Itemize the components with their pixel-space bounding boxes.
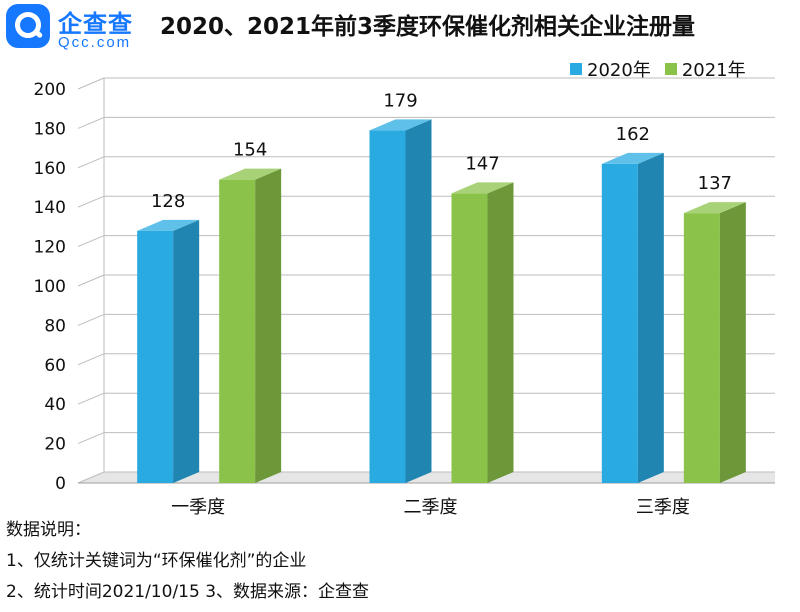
- data-label: 162: [616, 124, 650, 145]
- bar-side: [405, 119, 432, 484]
- legend-swatch-2021: [664, 63, 677, 75]
- y-tick-label: 160: [34, 159, 66, 179]
- logo-english-text: Qcc.com: [58, 34, 132, 51]
- logo-q-ring: [15, 12, 41, 38]
- bar-top: [369, 119, 432, 131]
- legend-swatch-2020: [570, 63, 582, 75]
- logo-chinese-text: 企查查: [58, 10, 133, 38]
- data-notes: 数据说明： 1、仅统计关键词为“环保催化剂”的企业 2、统计时间2021/10/…: [6, 515, 796, 608]
- y-tick-label: 180: [34, 119, 66, 139]
- bar-side: [487, 182, 514, 483]
- axis-layer: 0 20 40 60 80 100 120 140 160 180 200 一季度 二季度 三季度: [34, 80, 690, 518]
- bar-front: [683, 213, 720, 484]
- gridline-diagonal: [77, 353, 105, 366]
- data-label: 147: [465, 153, 499, 174]
- legend-label-2021: 2021年: [681, 60, 746, 81]
- bar-front: [451, 193, 488, 483]
- bar-2021年-三季度: [683, 202, 746, 484]
- labels-layer: 128 154 179 147 162 137: [151, 90, 732, 211]
- bar-side: [637, 152, 664, 484]
- brand-logo: 企查查 Qcc.com: [6, 4, 154, 56]
- data-label: 137: [698, 173, 732, 194]
- gridline-diagonal: [77, 195, 105, 208]
- legend-item-2020: 2020年: [570, 56, 651, 82]
- gridline-diagonal: [77, 313, 105, 326]
- gridline-diagonal: [77, 432, 105, 445]
- y-tick-label: 200: [34, 80, 66, 100]
- bar-top: [683, 202, 746, 214]
- gridline-diagonal: [77, 471, 105, 484]
- x-tick-label: 二季度: [404, 497, 458, 518]
- notes-heading: 数据说明：: [6, 520, 91, 540]
- x-tick-label: 三季度: [636, 497, 690, 518]
- bars-layer: [137, 119, 746, 484]
- y-tick-label: 40: [44, 395, 66, 415]
- gridline-diagonal: [77, 235, 105, 248]
- data-label: 179: [383, 90, 417, 111]
- y-tick-label: 140: [34, 198, 66, 218]
- y-tick-label: 60: [44, 356, 66, 376]
- bar-side: [173, 219, 200, 483]
- bar-front: [601, 163, 638, 484]
- y-tick-label: 0: [55, 474, 66, 494]
- bar-top: [219, 168, 282, 180]
- y-tick-label: 80: [44, 316, 66, 336]
- gridline-diagonal: [77, 116, 105, 129]
- gridline-diagonal: [77, 77, 105, 90]
- y-tick-label: 100: [34, 277, 66, 297]
- y-tick-label: 20: [44, 435, 66, 455]
- bar-2021年-一季度: [219, 168, 282, 483]
- bar-side: [255, 168, 282, 483]
- legend-label-2020: 2020年: [587, 60, 651, 81]
- legend-item-2021: 2021年: [664, 56, 746, 82]
- bar-front: [137, 230, 174, 483]
- bar-top: [137, 219, 200, 231]
- bar-top: [601, 152, 664, 164]
- y-tick-label: 120: [34, 238, 66, 258]
- x-tick-label: 一季度: [171, 497, 225, 518]
- bar-front: [219, 179, 256, 483]
- bar-2021年-二季度: [451, 182, 514, 483]
- gridline-diagonal: [77, 156, 105, 169]
- gridline-diagonal: [77, 392, 105, 405]
- data-label: 154: [233, 140, 267, 161]
- chart-title: 2020、2021年前3季度环保催化剂相关企业注册量: [160, 14, 696, 40]
- bar-top: [451, 182, 514, 194]
- chart-legend: 2020年 2021年: [570, 57, 746, 81]
- bar-2020年-一季度: [137, 219, 200, 483]
- data-label: 128: [151, 191, 185, 212]
- bar-side: [719, 202, 746, 484]
- bar-2020年-二季度: [369, 119, 432, 484]
- bar-2020年-三季度: [601, 152, 664, 484]
- gridline-diagonal: [77, 274, 105, 287]
- notes-line-1: 1、仅统计关键词为“环保催化剂”的企业: [6, 551, 307, 571]
- notes-line-2: 2、统计时间2021/10/15 3、数据来源：企查查: [6, 582, 370, 602]
- qcc-logo-icon: [6, 4, 50, 48]
- grid-layer: [77, 77, 775, 484]
- bar-front: [369, 130, 406, 483]
